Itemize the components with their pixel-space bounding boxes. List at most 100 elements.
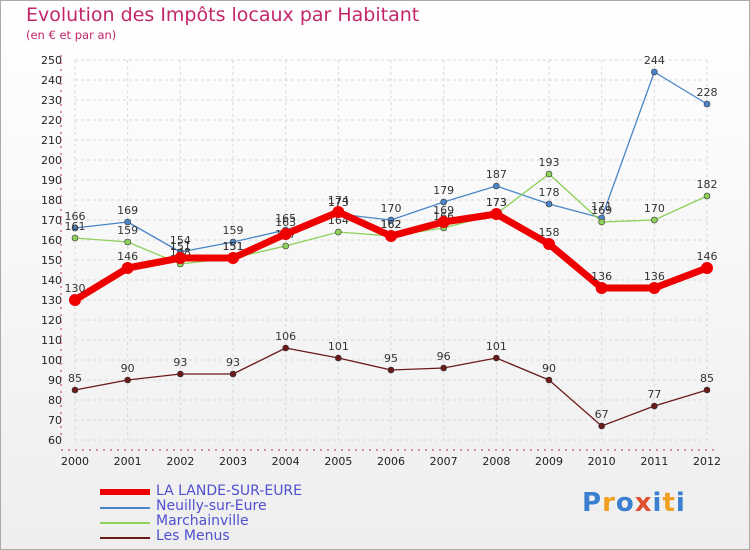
proxiti-logo: Proxiti xyxy=(582,488,686,518)
data-label: 244 xyxy=(644,54,665,67)
data-point xyxy=(124,238,131,246)
y-tick-label: 80 xyxy=(48,394,62,407)
data-point xyxy=(282,242,289,250)
logo-letter: P xyxy=(582,488,603,518)
legend-swatch xyxy=(100,507,150,509)
y-tick-label: 130 xyxy=(41,294,62,307)
data-label: 95 xyxy=(384,352,398,365)
data-label: 154 xyxy=(170,234,191,247)
data-point xyxy=(493,182,500,190)
data-label: 169 xyxy=(433,204,454,217)
data-label: 161 xyxy=(65,220,86,233)
y-tick-label: 150 xyxy=(41,254,62,267)
x-tick-label: 2008 xyxy=(482,455,510,468)
x-tick-label: 2001 xyxy=(114,455,142,468)
data-label: 85 xyxy=(700,372,714,385)
data-label: 93 xyxy=(226,356,240,369)
data-label: 193 xyxy=(539,156,560,169)
data-point xyxy=(71,386,79,394)
data-point xyxy=(440,198,447,206)
x-tick-label: 2006 xyxy=(377,455,405,468)
data-label: 130 xyxy=(65,282,86,295)
data-point xyxy=(229,238,237,246)
chart-subtitle: (en € et par an) xyxy=(26,28,117,42)
data-point xyxy=(440,364,447,372)
data-label: 173 xyxy=(486,196,507,209)
data-label: 136 xyxy=(591,270,612,283)
data-point xyxy=(387,366,395,374)
data-point xyxy=(335,354,342,362)
legend-label: LA LANDE-SUR-EURE xyxy=(156,483,303,499)
data-point xyxy=(701,262,713,274)
data-label: 106 xyxy=(275,330,296,343)
data-point xyxy=(71,224,79,232)
data-point xyxy=(71,234,79,242)
data-point xyxy=(177,370,184,378)
legend-label: Marchainville xyxy=(156,513,249,529)
data-point xyxy=(703,100,711,108)
data-point xyxy=(651,216,658,224)
data-point xyxy=(490,208,503,220)
data-point xyxy=(335,228,342,236)
data-point xyxy=(227,252,239,264)
x-tick-label: 2010 xyxy=(588,455,616,468)
data-point xyxy=(69,294,81,306)
y-tick-label: 90 xyxy=(48,374,62,387)
x-tick-label: 2011 xyxy=(640,455,668,468)
y-tick-label: 180 xyxy=(41,194,62,207)
data-point xyxy=(703,192,711,200)
data-label: 169 xyxy=(591,204,612,217)
data-label: 179 xyxy=(433,184,454,197)
data-label: 228 xyxy=(697,86,718,99)
legend-label: Les Menus xyxy=(156,528,230,544)
data-label: 163 xyxy=(275,216,296,229)
y-tick-label: 160 xyxy=(41,234,62,247)
legend-label: Neuilly-sur-Eure xyxy=(156,498,267,514)
data-point xyxy=(703,386,711,394)
data-point xyxy=(493,354,500,362)
y-tick-label: 120 xyxy=(41,314,62,327)
data-label: 178 xyxy=(539,186,560,199)
data-point xyxy=(174,252,187,264)
logo-letter: i xyxy=(652,488,663,518)
y-tick-label: 200 xyxy=(41,154,62,167)
data-point xyxy=(595,282,608,294)
data-label: 85 xyxy=(68,372,82,385)
data-point xyxy=(437,216,450,228)
y-tick-label: 170 xyxy=(41,214,62,227)
data-label: 136 xyxy=(644,270,665,283)
data-point xyxy=(648,282,661,294)
data-point xyxy=(279,228,292,240)
x-tick-label: 2012 xyxy=(693,455,721,468)
data-label: 170 xyxy=(381,202,402,215)
data-label: 146 xyxy=(697,250,718,263)
y-tick-label: 100 xyxy=(41,354,62,367)
logo-letter: t xyxy=(662,488,676,518)
data-label: 162 xyxy=(381,218,402,231)
data-label: 169 xyxy=(117,204,138,217)
data-label: 151 xyxy=(170,240,191,253)
data-label: 174 xyxy=(328,194,349,207)
data-label: 146 xyxy=(117,250,138,263)
data-label: 158 xyxy=(539,226,560,239)
data-label: 173 xyxy=(486,196,507,209)
data-label: 96 xyxy=(437,350,451,363)
y-tick-label: 110 xyxy=(41,334,62,347)
logo-letter: r xyxy=(602,488,616,518)
data-point xyxy=(124,376,131,384)
data-label: 101 xyxy=(328,340,349,353)
y-tick-label: 60 xyxy=(48,434,62,447)
data-label: 159 xyxy=(223,224,244,237)
x-tick-label: 2003 xyxy=(219,455,247,468)
data-point xyxy=(124,218,131,226)
data-label: 93 xyxy=(173,356,187,369)
data-point xyxy=(282,344,289,352)
data-label: 90 xyxy=(121,362,135,375)
x-tick-label: 2007 xyxy=(430,455,458,468)
x-tick-label: 2000 xyxy=(61,455,89,468)
data-point xyxy=(545,376,553,384)
y-tick-label: 210 xyxy=(41,134,62,147)
data-point xyxy=(651,68,658,76)
data-label: 90 xyxy=(542,362,556,375)
